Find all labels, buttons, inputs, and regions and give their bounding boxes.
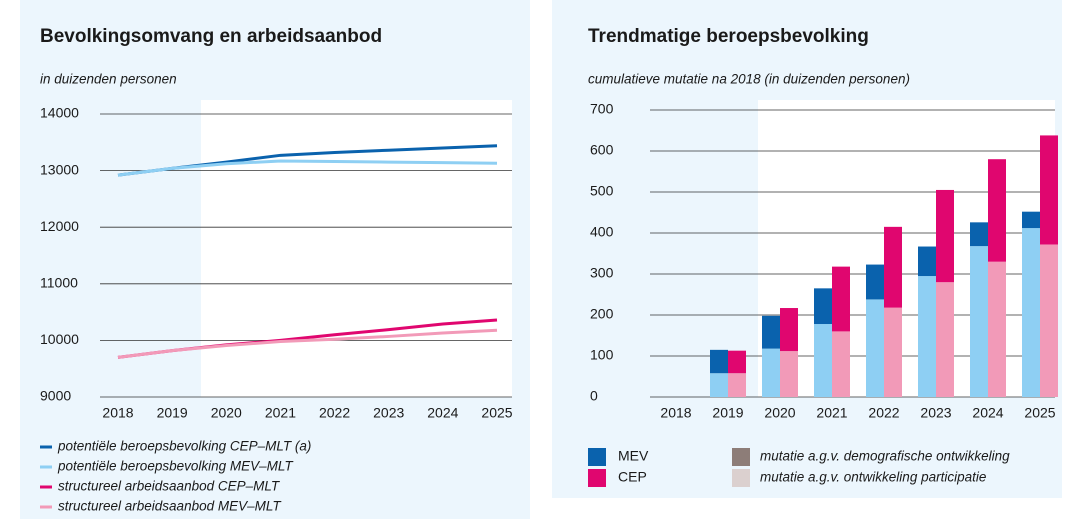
bar-segment (970, 222, 988, 247)
x-tick-label: 2022 (868, 405, 899, 421)
bar-segment (780, 308, 798, 352)
y-tick-label: 14000 (40, 105, 79, 121)
x-tick-label: 2019 (157, 405, 188, 421)
chart-title: Trendmatige beroepsbevolking (588, 26, 869, 47)
y-tick-label: 13000 (40, 161, 79, 177)
bar-segment (918, 246, 936, 277)
legend-label: potentiële beroepsbevolking MEV–MLT (57, 459, 294, 474)
bar-segment (936, 189, 954, 283)
bar-segment (710, 349, 728, 374)
subtitle: in duizenden personen (40, 72, 177, 87)
legend-swatch (588, 469, 606, 487)
y-tick-label: 600 (590, 142, 614, 158)
bar-segment (866, 299, 884, 397)
subtitle: cumulatieve mutatie na 2018 (in duizende… (588, 72, 910, 87)
y-tick-label: 400 (590, 224, 614, 240)
x-tick-label: 2020 (764, 405, 795, 421)
bar-segment (866, 264, 884, 300)
x-tick-label: 2019 (712, 405, 743, 421)
bar-segment (1022, 211, 1040, 229)
legend-label: mutatie a.g.v. ontwikkeling participatie (760, 470, 986, 485)
x-tick-label: 2018 (102, 405, 133, 421)
y-tick-label: 10000 (40, 331, 79, 347)
bar-segment (728, 350, 746, 374)
x-tick-label: 2024 (972, 405, 1003, 421)
bar-segment (1040, 135, 1058, 245)
y-tick-label: 200 (590, 306, 614, 322)
bar-segment (814, 288, 832, 325)
bar-segment (710, 373, 728, 397)
x-tick-label: 2020 (211, 405, 242, 421)
bar-segment (918, 276, 936, 397)
line (117, 159, 498, 177)
x-tick-label: 2022 (319, 405, 350, 421)
chart-title: Bevolkingsomvang en arbeidsaanbod (40, 26, 382, 47)
bar-segment (970, 246, 988, 397)
line (117, 328, 498, 359)
y-tick-label: 0 (590, 388, 598, 404)
bar-segment (884, 307, 902, 397)
legend-swatch (732, 448, 750, 466)
bar-segment (728, 373, 746, 397)
legend-swatch (732, 469, 750, 487)
bar-segment (988, 261, 1006, 397)
bar-segment (936, 282, 954, 397)
y-tick-label: 100 (590, 347, 614, 363)
x-tick-label: 2023 (373, 405, 404, 421)
x-tick-label: 2021 (265, 405, 296, 421)
y-tick-label: 9000 (40, 388, 71, 404)
x-tick-label: 2021 (816, 405, 847, 421)
legend-label: CEP (618, 469, 647, 485)
y-tick-label: 11000 (40, 275, 78, 291)
y-tick-label: 300 (590, 265, 614, 281)
legend-label: mutatie a.g.v. demografische ontwikkelin… (760, 449, 1010, 464)
y-tick-label: 12000 (40, 218, 79, 234)
forecast-area (201, 100, 512, 397)
legend-label: MEV (618, 448, 649, 464)
y-tick-label: 700 (590, 101, 614, 117)
bar-segment (884, 226, 902, 308)
x-tick-label: 2018 (660, 405, 691, 421)
legend-label: structureel arbeidsaanbod CEP–MLT (58, 479, 281, 494)
bar-segment (762, 348, 780, 397)
forecast-area (758, 100, 1055, 397)
legend-swatch (588, 448, 606, 466)
bar-segment (832, 266, 850, 332)
x-tick-label: 2025 (481, 405, 512, 421)
bar-segment (832, 331, 850, 397)
bar-segment (1040, 244, 1058, 397)
legend-label: structureel arbeidsaanbod MEV–MLT (58, 499, 282, 514)
bar-segment (1022, 228, 1040, 397)
x-tick-label: 2025 (1024, 405, 1055, 421)
x-tick-label: 2023 (920, 405, 951, 421)
y-tick-label: 500 (590, 183, 614, 199)
bar-segment (814, 324, 832, 397)
bar-segment (762, 315, 780, 349)
bar-segment (988, 159, 1006, 262)
x-tick-label: 2024 (427, 405, 458, 421)
bar-segment (780, 351, 798, 397)
legend-label: potentiële beroepsbevolking CEP–MLT (a) (57, 439, 311, 454)
